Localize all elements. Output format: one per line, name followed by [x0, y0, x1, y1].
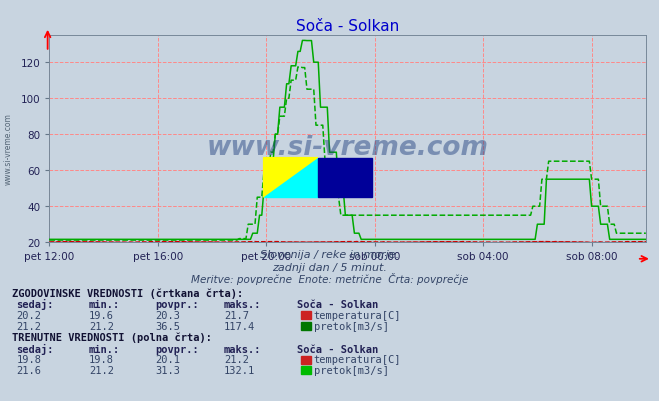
Text: 20.2: 20.2: [16, 310, 42, 320]
Text: zadnji dan / 5 minut.: zadnji dan / 5 minut.: [272, 262, 387, 272]
Text: povpr.:: povpr.:: [155, 344, 198, 354]
Text: 21.2: 21.2: [224, 354, 249, 365]
Text: sedaj:: sedaj:: [16, 299, 54, 310]
Polygon shape: [264, 158, 318, 198]
Text: 117.4: 117.4: [224, 321, 255, 331]
Text: temperatura[C]: temperatura[C]: [314, 354, 401, 365]
Text: Meritve: povprečne  Enote: metrične  Črta: povprečje: Meritve: povprečne Enote: metrične Črta:…: [191, 272, 468, 284]
Text: 19.8: 19.8: [89, 354, 114, 365]
Text: povpr.:: povpr.:: [155, 300, 198, 310]
Text: 31.3: 31.3: [155, 365, 180, 375]
Text: temperatura[C]: temperatura[C]: [314, 310, 401, 320]
Text: 36.5: 36.5: [155, 321, 180, 331]
Text: 21.2: 21.2: [89, 321, 114, 331]
Text: 21.7: 21.7: [224, 310, 249, 320]
Text: 19.6: 19.6: [89, 310, 114, 320]
Text: 19.8: 19.8: [16, 354, 42, 365]
Text: 20.3: 20.3: [155, 310, 180, 320]
Text: maks.:: maks.:: [224, 344, 262, 354]
Text: maks.:: maks.:: [224, 300, 262, 310]
Text: Soča - Solkan: Soča - Solkan: [297, 344, 378, 354]
Text: 20.1: 20.1: [155, 354, 180, 365]
Text: www.si-vreme.com: www.si-vreme.com: [207, 135, 488, 160]
Text: min.:: min.:: [89, 344, 120, 354]
Text: Soča - Solkan: Soča - Solkan: [297, 300, 378, 310]
Text: 21.2: 21.2: [89, 365, 114, 375]
Text: sedaj:: sedaj:: [16, 343, 54, 354]
Text: 132.1: 132.1: [224, 365, 255, 375]
Text: pretok[m3/s]: pretok[m3/s]: [314, 321, 389, 331]
Text: min.:: min.:: [89, 300, 120, 310]
Text: www.si-vreme.com: www.si-vreme.com: [3, 113, 13, 184]
Text: pretok[m3/s]: pretok[m3/s]: [314, 365, 389, 375]
Text: 21.2: 21.2: [16, 321, 42, 331]
Text: 21.6: 21.6: [16, 365, 42, 375]
Text: TRENUTNE VREDNOSTI (polna črta):: TRENUTNE VREDNOSTI (polna črta):: [12, 332, 212, 342]
Polygon shape: [318, 158, 372, 198]
Title: Soča - Solkan: Soča - Solkan: [296, 18, 399, 34]
Text: Slovenija / reke in morje.: Slovenija / reke in morje.: [260, 249, 399, 259]
Polygon shape: [264, 158, 318, 198]
Text: ZGODOVINSKE VREDNOSTI (črtkana črta):: ZGODOVINSKE VREDNOSTI (črtkana črta):: [12, 288, 243, 298]
